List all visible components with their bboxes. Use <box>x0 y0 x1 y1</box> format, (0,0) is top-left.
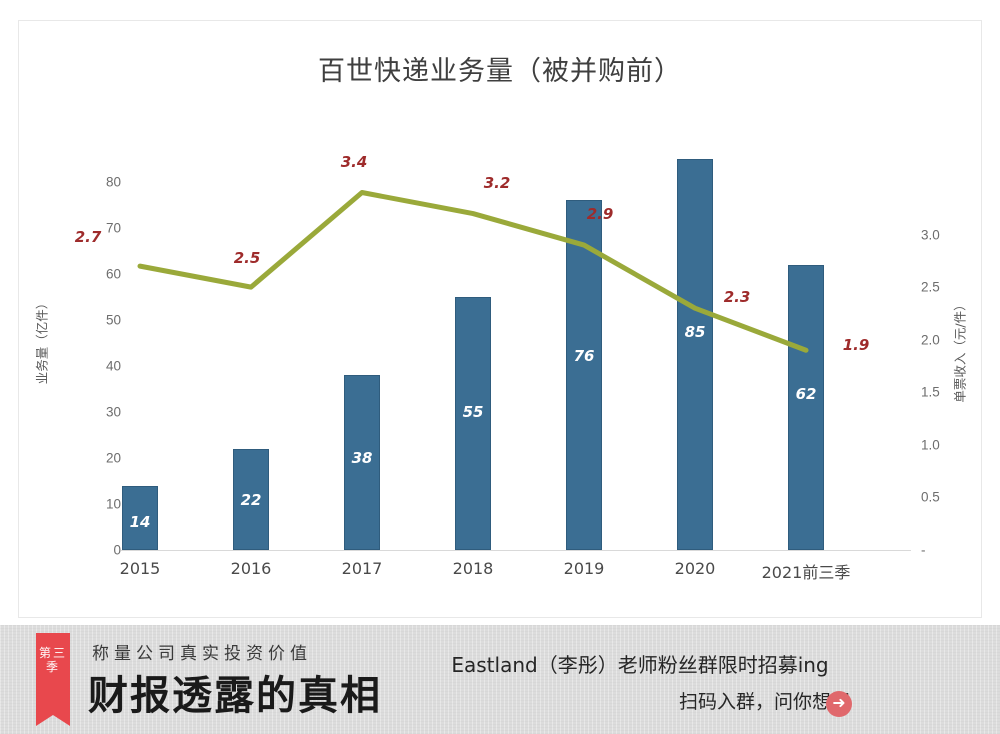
footer-banner: 第三季 称量公司真实投资价值 财报透露的真相 Eastland（李彤）老师粉丝群… <box>0 625 1000 734</box>
bar-value-label: 85 <box>684 323 706 342</box>
y-axis-left-tick: 50 <box>105 312 121 328</box>
chart-card: 百世快递业务量（被并购前） 0 10 20 30 40 50 60 70 80 -0.5 1.0 1… <box>18 20 982 618</box>
bar-value-label: 62 <box>795 384 817 403</box>
brand-tagline: 称量公司真实投资价值 <box>92 644 312 664</box>
promo-text-secondary: 扫码入群，问你想问 <box>678 691 850 713</box>
y-axis-right-tick: 2.0 <box>921 332 940 348</box>
x-axis-tick: 2020 <box>674 559 716 578</box>
line-value-label: 3.2 <box>483 173 511 192</box>
x-axis-tick: 2016 <box>230 559 272 578</box>
bar-value-label: 22 <box>240 491 262 510</box>
season-ribbon: 第三季 <box>36 633 70 726</box>
y-axis-left-tick: 80 <box>105 174 121 190</box>
y-axis-left-tick: 40 <box>105 358 121 374</box>
chart-title: 百世快递业务量（被并购前） <box>318 56 682 87</box>
x-axis-line <box>121 550 911 551</box>
y-axis-left-tick: 0 <box>113 542 121 558</box>
y-axis-left-ticks: 0 10 20 30 40 50 60 70 80 <box>81 21 121 619</box>
y-axis-right-tick: - <box>921 542 926 558</box>
y-axis-right-tick: 1.5 <box>921 384 940 400</box>
y-axis-right-tick: 0.5 <box>921 489 940 505</box>
bar <box>455 297 491 550</box>
bar-value-label: 38 <box>351 448 373 467</box>
y-axis-left-tick: 30 <box>105 404 121 420</box>
bar-value-label: 14 <box>129 512 151 531</box>
line-value-label: 2.3 <box>723 288 751 307</box>
bar-value-label: 76 <box>573 347 595 366</box>
y-axis-left-tick: 10 <box>105 496 121 512</box>
x-axis-tick: 2021前三季 <box>761 563 851 582</box>
y-axis-right-tick: 2.5 <box>921 279 940 295</box>
plot-area: 0 10 20 30 40 50 60 70 80 -0.5 1.0 1.5 2.0 2.5 3.0 业务… <box>19 21 983 619</box>
y-axis-right-tick: 1.0 <box>921 437 940 453</box>
line-value-label: 3.4 <box>340 152 368 171</box>
y-axis-left-tick: 70 <box>105 220 121 236</box>
x-axis-tick: 2018 <box>452 559 494 578</box>
brand-headline: 财报透露的真相 <box>88 672 382 719</box>
bar <box>344 375 380 550</box>
x-axis-tick: 2017 <box>341 559 383 578</box>
bar <box>122 485 158 550</box>
y-axis-left-tick: 60 <box>105 266 121 282</box>
line-path <box>137 190 809 353</box>
x-axis-tick: 2015 <box>119 559 161 578</box>
bar <box>233 448 269 550</box>
line-series <box>137 190 809 353</box>
bar <box>566 200 602 550</box>
arrow-right-icon: ➜ <box>826 691 852 717</box>
line-value-label: 2.5 <box>233 249 261 268</box>
y-axis-right-tick: 3.0 <box>921 227 940 243</box>
bar <box>788 264 824 550</box>
y-axis-left-tick: 20 <box>105 450 121 466</box>
bar-value-label: 55 <box>462 403 484 422</box>
promo-text-primary: Eastland（李彤）老师粉丝群限时招募ing <box>451 653 829 677</box>
x-axis-tick: 2019 <box>563 559 605 578</box>
line-value-label: 2.7 <box>74 228 102 247</box>
line-value-label: 2.9 <box>586 205 614 224</box>
y-axis-right-ticks: - 0.5 1.0 1.5 2.0 2.5 3.0 <box>921 21 961 619</box>
line-value-label: 1.9 <box>842 336 870 355</box>
bar <box>677 159 713 550</box>
